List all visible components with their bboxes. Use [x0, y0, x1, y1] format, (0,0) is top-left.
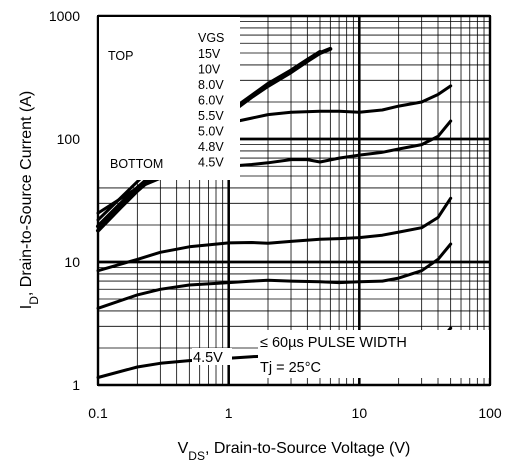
- series-line-5: [96, 196, 453, 273]
- legend-entry: 4.5V: [198, 156, 224, 170]
- legend-entry: 8.0V: [198, 78, 224, 92]
- y-axis-label: ID, Drain-to-Source Current (A): [18, 91, 41, 310]
- y-tick-label: 10: [64, 254, 80, 270]
- legend-entry: 15V: [198, 47, 221, 61]
- curve-label-45v: 4.5V: [193, 350, 223, 366]
- legend-entry: 6.0V: [198, 94, 224, 108]
- x-axis-label: VDS, Drain-to-Source Voltage (V): [178, 440, 411, 462]
- x-tick-label: 100: [478, 405, 502, 421]
- x-tick-label: 10: [352, 405, 368, 421]
- pulse-note-box: ≤ 60µs PULSE WIDTH Tj = 25°C: [258, 330, 490, 378]
- legend-header: VGS: [198, 31, 224, 45]
- pulse-width-annotation: ≤ 60µs PULSE WIDTH: [260, 335, 407, 351]
- y-tick-label: 1: [72, 377, 80, 393]
- series-line-6: [96, 242, 453, 310]
- x-tick-label: 1: [225, 405, 233, 421]
- plot-frame: [97, 15, 491, 386]
- legend-entry: 4.8V: [198, 140, 224, 154]
- y-tick-label: 1000: [49, 8, 80, 24]
- legend-entry: 5.0V: [198, 125, 224, 139]
- y-tick-label: 100: [57, 131, 81, 147]
- legend-top-label: TOP: [108, 49, 133, 63]
- temperature-annotation: Tj = 25°C: [260, 360, 321, 376]
- legend-entry: 10V: [198, 63, 221, 77]
- tick-labels: 0.1 1 10 100 1 10 100 1000: [49, 8, 502, 421]
- curve-label-box: 4.5V: [192, 348, 232, 366]
- legend-bottom-label: BOTTOM: [110, 157, 163, 171]
- x-tick-label: 0.1: [88, 405, 108, 421]
- legend-entry: 5.5V: [198, 109, 224, 123]
